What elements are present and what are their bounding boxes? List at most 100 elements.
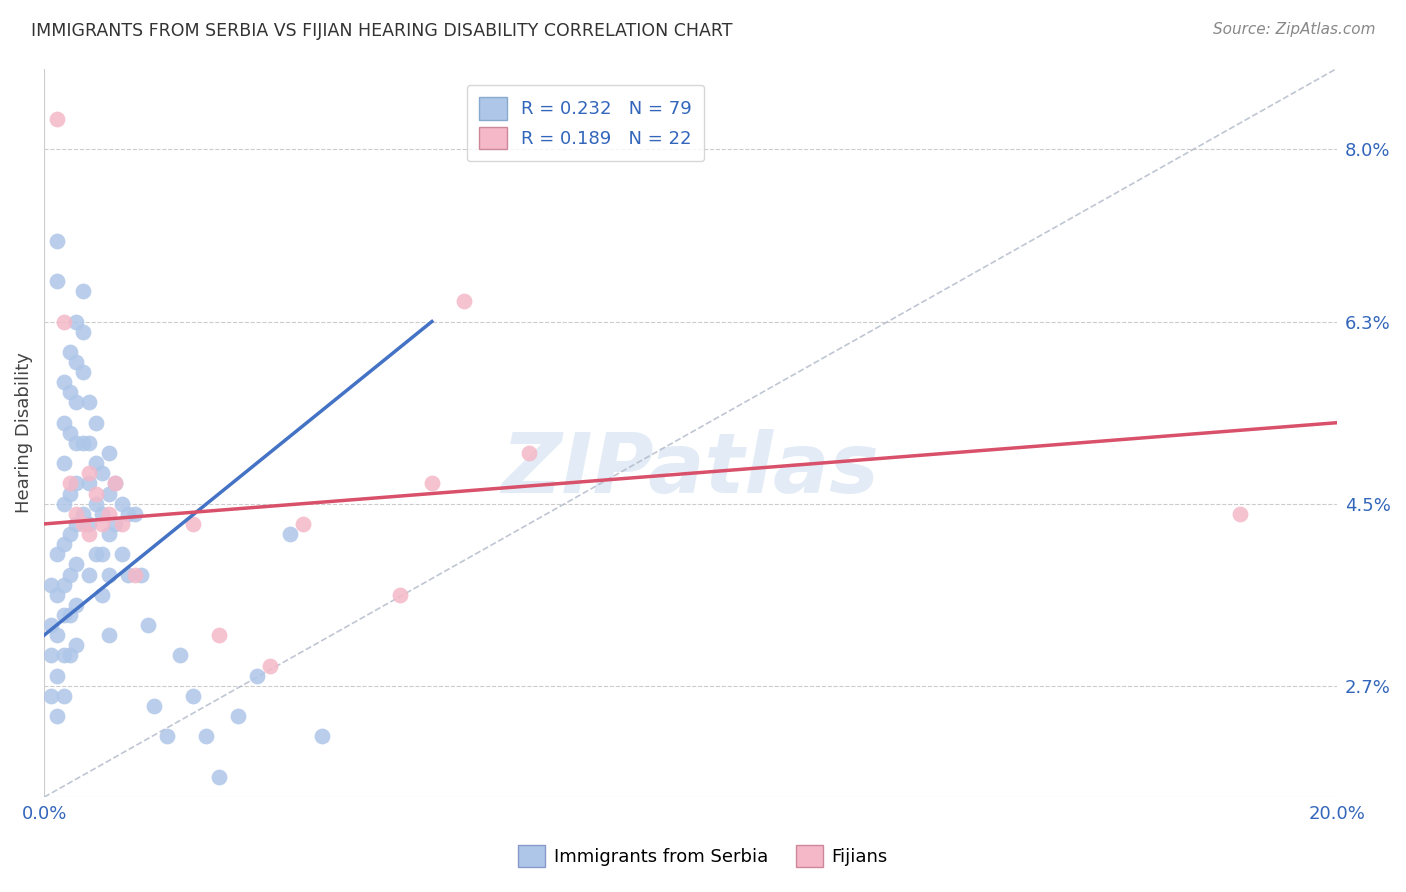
Point bbox=[169, 648, 191, 663]
Point bbox=[420, 476, 443, 491]
Point bbox=[104, 476, 127, 491]
Point bbox=[72, 365, 94, 379]
Point bbox=[46, 588, 69, 602]
Point bbox=[97, 486, 120, 500]
Point bbox=[97, 507, 120, 521]
Point bbox=[104, 476, 127, 491]
Point bbox=[84, 486, 107, 500]
Point bbox=[97, 527, 120, 541]
Point bbox=[46, 709, 69, 723]
Point bbox=[72, 507, 94, 521]
Point bbox=[91, 516, 114, 531]
Point bbox=[52, 577, 75, 591]
Point bbox=[39, 618, 62, 632]
Point bbox=[111, 547, 134, 561]
Point bbox=[59, 385, 82, 400]
Point bbox=[79, 476, 101, 491]
Point bbox=[59, 648, 82, 663]
Point bbox=[46, 669, 69, 683]
Point bbox=[79, 516, 101, 531]
Point bbox=[65, 436, 87, 450]
Point bbox=[65, 507, 87, 521]
Point bbox=[59, 344, 82, 359]
Point bbox=[136, 618, 159, 632]
Point bbox=[46, 274, 69, 288]
Text: Source: ZipAtlas.com: Source: ZipAtlas.com bbox=[1212, 22, 1375, 37]
Point bbox=[59, 476, 82, 491]
Point bbox=[65, 355, 87, 369]
Point bbox=[39, 577, 62, 591]
Point bbox=[97, 628, 120, 642]
Point bbox=[207, 770, 229, 784]
Point bbox=[84, 497, 107, 511]
Point bbox=[97, 567, 120, 582]
Point bbox=[79, 527, 101, 541]
Point bbox=[246, 669, 269, 683]
Point bbox=[65, 638, 87, 652]
Point bbox=[117, 567, 139, 582]
Point bbox=[52, 314, 75, 328]
Point bbox=[84, 456, 107, 470]
Point bbox=[52, 456, 75, 470]
Point bbox=[124, 507, 146, 521]
Point bbox=[156, 730, 179, 744]
Point bbox=[79, 436, 101, 450]
Point bbox=[517, 446, 540, 460]
Point bbox=[72, 436, 94, 450]
Point bbox=[59, 425, 82, 440]
Point bbox=[124, 567, 146, 582]
Point bbox=[65, 476, 87, 491]
Text: IMMIGRANTS FROM SERBIA VS FIJIAN HEARING DISABILITY CORRELATION CHART: IMMIGRANTS FROM SERBIA VS FIJIAN HEARING… bbox=[31, 22, 733, 40]
Point bbox=[65, 558, 87, 572]
Point bbox=[129, 567, 152, 582]
Point bbox=[453, 294, 475, 309]
Point bbox=[59, 527, 82, 541]
Point bbox=[52, 607, 75, 622]
Point bbox=[104, 516, 127, 531]
Point bbox=[91, 467, 114, 481]
Point bbox=[1229, 507, 1251, 521]
Point bbox=[111, 497, 134, 511]
Point bbox=[181, 689, 204, 703]
Point bbox=[46, 628, 69, 642]
Point bbox=[97, 446, 120, 460]
Point bbox=[59, 607, 82, 622]
Point bbox=[65, 314, 87, 328]
Point bbox=[65, 516, 87, 531]
Point bbox=[59, 567, 82, 582]
Text: ZIPatlas: ZIPatlas bbox=[502, 429, 879, 509]
Y-axis label: Hearing Disability: Hearing Disability bbox=[15, 352, 32, 513]
Point bbox=[52, 376, 75, 390]
Point bbox=[181, 516, 204, 531]
Point bbox=[194, 730, 217, 744]
Point bbox=[52, 689, 75, 703]
Point bbox=[91, 547, 114, 561]
Point bbox=[46, 547, 69, 561]
Point bbox=[291, 516, 314, 531]
Point bbox=[91, 507, 114, 521]
Point bbox=[143, 699, 166, 714]
Point bbox=[79, 395, 101, 409]
Point bbox=[111, 516, 134, 531]
Point bbox=[79, 567, 101, 582]
Point bbox=[52, 648, 75, 663]
Point bbox=[39, 648, 62, 663]
Point bbox=[311, 730, 333, 744]
Point bbox=[117, 507, 139, 521]
Point bbox=[278, 527, 301, 541]
Point bbox=[72, 325, 94, 339]
Point bbox=[72, 516, 94, 531]
Point bbox=[72, 284, 94, 298]
Point bbox=[59, 486, 82, 500]
Point bbox=[388, 588, 411, 602]
Point bbox=[46, 234, 69, 248]
Point bbox=[46, 112, 69, 127]
Point bbox=[52, 416, 75, 430]
Point bbox=[79, 467, 101, 481]
Legend: R = 0.232   N = 79, R = 0.189   N = 22: R = 0.232 N = 79, R = 0.189 N = 22 bbox=[467, 85, 704, 161]
Point bbox=[52, 497, 75, 511]
Point bbox=[91, 588, 114, 602]
Point bbox=[39, 689, 62, 703]
Point bbox=[65, 598, 87, 612]
Point bbox=[52, 537, 75, 551]
